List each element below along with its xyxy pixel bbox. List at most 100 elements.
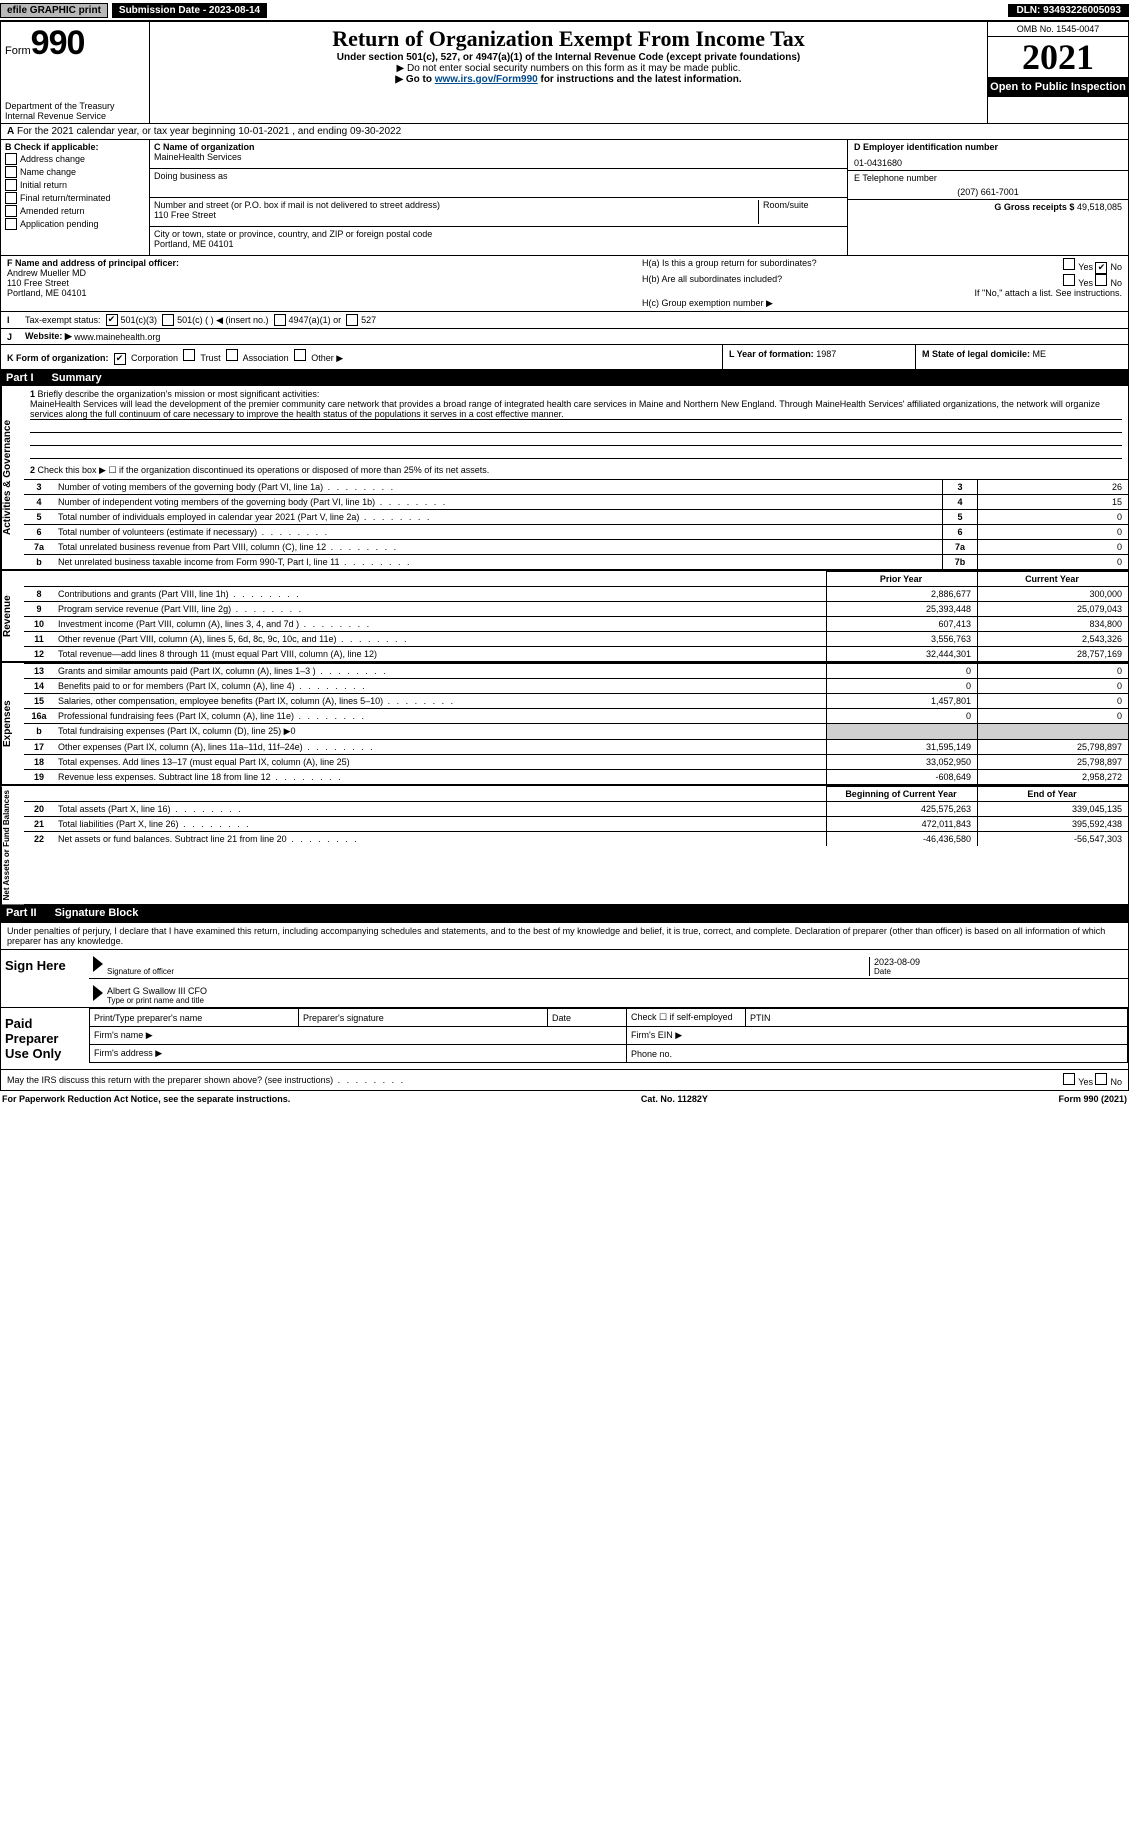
website-label: Website: ▶	[25, 331, 72, 342]
m-value: ME	[1033, 349, 1047, 359]
prep-name-label: Print/Type preparer's name	[90, 1009, 299, 1027]
ptin-label: PTIN	[746, 1009, 1128, 1027]
side-revenue: Revenue	[1, 571, 24, 661]
line11-desc: Other revenue (Part VIII, column (A), li…	[54, 632, 827, 647]
instr-link-line: ▶ Go to www.irs.gov/Form990 for instruct…	[154, 74, 983, 85]
name-title-label: Type or print name and title	[107, 996, 1124, 1005]
line18-cur: 25,798,897	[978, 755, 1129, 770]
cb-hb-no[interactable]	[1095, 274, 1107, 286]
gross-label: G Gross receipts $	[994, 202, 1074, 212]
row-a-tax-year: A For the 2021 calendar year, or tax yea…	[1, 124, 1128, 140]
summary-block-revenue: Revenue Prior YearCurrent Year 8Contribu…	[1, 569, 1128, 661]
cb-corporation[interactable]	[114, 353, 126, 365]
addr-value: 110 Free Street	[154, 210, 758, 220]
cb-4947[interactable]	[274, 314, 286, 326]
line7b-desc: Net unrelated business taxable income fr…	[54, 555, 943, 570]
line14-prior: 0	[827, 679, 978, 694]
top-bar: efile GRAPHIC print Submission Date - 20…	[0, 0, 1129, 20]
paid-preparer-row: Paid Preparer Use Only Print/Type prepar…	[1, 1007, 1128, 1069]
row-klm: K Form of organization: Corporation Trus…	[1, 344, 1128, 369]
officer-addr2: Portland, ME 04101	[7, 288, 630, 298]
submission-date-button[interactable]: Submission Date - 2023-08-14	[112, 3, 267, 18]
summary-block-netassets: Net Assets or Fund Balances Beginning of…	[1, 784, 1128, 904]
page-footer: For Paperwork Reduction Act Notice, see …	[0, 1091, 1129, 1107]
line12-desc: Total revenue—add lines 8 through 11 (mu…	[54, 647, 827, 662]
tax-status-label: Tax-exempt status:	[25, 315, 101, 325]
website-value: www.mainehealth.org	[74, 332, 160, 342]
sig-officer-label: Signature of officer	[107, 967, 869, 976]
line16a-cur: 0	[978, 709, 1129, 724]
firm-addr-label: Firm's address ▶	[90, 1045, 627, 1063]
line11-prior: 3,556,763	[827, 632, 978, 647]
line5-desc: Total number of individuals employed in …	[54, 510, 943, 525]
main-info-block: B Check if applicable: Address change Na…	[1, 140, 1128, 255]
line12-prior: 32,444,301	[827, 647, 978, 662]
cb-application-pending[interactable]	[5, 218, 17, 230]
part2-label: Part II	[6, 907, 51, 919]
cb-amended-return[interactable]	[5, 205, 17, 217]
l-label: L Year of formation:	[729, 349, 814, 359]
q1-label: Briefly describe the organization's miss…	[38, 389, 320, 399]
cb-ha-no[interactable]	[1095, 262, 1107, 274]
cb-discuss-yes[interactable]	[1063, 1073, 1075, 1085]
line17-prior: 31,595,149	[827, 740, 978, 755]
org-name-label: C Name of organization	[154, 142, 843, 152]
opt-application-pending: Application pending	[20, 219, 99, 229]
line21-desc: Total liabilities (Part X, line 26)	[54, 817, 827, 832]
line8-desc: Contributions and grants (Part VIII, lin…	[54, 587, 827, 602]
end-year-head: End of Year	[978, 787, 1129, 802]
cb-trust[interactable]	[183, 349, 195, 361]
cb-initial-return[interactable]	[5, 179, 17, 191]
line8-cur: 300,000	[978, 587, 1129, 602]
line15-desc: Salaries, other compensation, employee b…	[54, 694, 827, 709]
cb-other[interactable]	[294, 349, 306, 361]
side-netassets: Net Assets or Fund Balances	[1, 786, 24, 904]
officer-label: F Name and address of principal officer:	[7, 258, 630, 268]
cb-final-return[interactable]	[5, 192, 17, 204]
cb-501c3[interactable]	[106, 314, 118, 326]
irs-link[interactable]: www.irs.gov/Form990	[435, 74, 538, 85]
footer-mid: Cat. No. 11282Y	[641, 1094, 708, 1104]
netassets-table: Beginning of Current YearEnd of Year 20T…	[24, 786, 1128, 846]
row-j-website: J Website: ▶ www.mainehealth.org	[1, 328, 1128, 344]
line10-desc: Investment income (Part VIII, column (A)…	[54, 617, 827, 632]
preparer-table: Print/Type preparer's name Preparer's si…	[89, 1008, 1128, 1063]
line10-prior: 607,413	[827, 617, 978, 632]
part1-title: Summary	[52, 372, 102, 384]
cb-discuss-no[interactable]	[1095, 1073, 1107, 1085]
dept-treasury: Department of the Treasury Internal Reve…	[5, 101, 145, 121]
discuss-row: May the IRS discuss this return with the…	[1, 1069, 1128, 1090]
line13-desc: Grants and similar amounts paid (Part IX…	[54, 664, 827, 679]
cb-association[interactable]	[226, 349, 238, 361]
cb-ha-yes[interactable]	[1063, 258, 1075, 270]
cb-address-change[interactable]	[5, 153, 17, 165]
efile-button[interactable]: efile GRAPHIC print	[0, 3, 108, 18]
phone-value: (207) 661-7001	[854, 183, 1122, 197]
cb-527[interactable]	[346, 314, 358, 326]
line13-prior: 0	[827, 664, 978, 679]
line4-val: 15	[978, 495, 1129, 510]
prep-sig-label: Preparer's signature	[299, 1009, 548, 1027]
officer-name: Andrew Mueller MD	[7, 268, 630, 278]
line20-prior: 425,575,263	[827, 802, 978, 817]
line16b-prior	[827, 724, 978, 740]
prior-year-head: Prior Year	[827, 572, 978, 587]
line3-desc: Number of voting members of the governin…	[54, 480, 943, 495]
ha-label: H(a) Is this a group return for subordin…	[642, 258, 817, 274]
side-expenses: Expenses	[1, 663, 24, 784]
form-header: Form990 Department of the Treasury Inter…	[0, 20, 1129, 124]
col-h-group: H(a) Is this a group return for subordin…	[636, 256, 1128, 311]
col-c-org-info: C Name of organization MaineHealth Servi…	[150, 140, 847, 255]
cb-hb-yes[interactable]	[1063, 274, 1075, 286]
signature-block: Under penalties of perjury, I declare th…	[0, 921, 1129, 1091]
part1-label: Part I	[6, 372, 48, 384]
cb-501c[interactable]	[162, 314, 174, 326]
sign-here-row: Sign Here Signature of officer 2023-08-0…	[1, 949, 1128, 1007]
penalty-text: Under penalties of perjury, I declare th…	[1, 923, 1128, 949]
line15-prior: 1,457,801	[827, 694, 978, 709]
hb-note: If "No," attach a list. See instructions…	[642, 288, 1122, 298]
header-center: Return of Organization Exempt From Incom…	[150, 22, 987, 123]
prep-date-label: Date	[548, 1009, 627, 1027]
opt-name-change: Name change	[20, 167, 76, 177]
cb-name-change[interactable]	[5, 166, 17, 178]
